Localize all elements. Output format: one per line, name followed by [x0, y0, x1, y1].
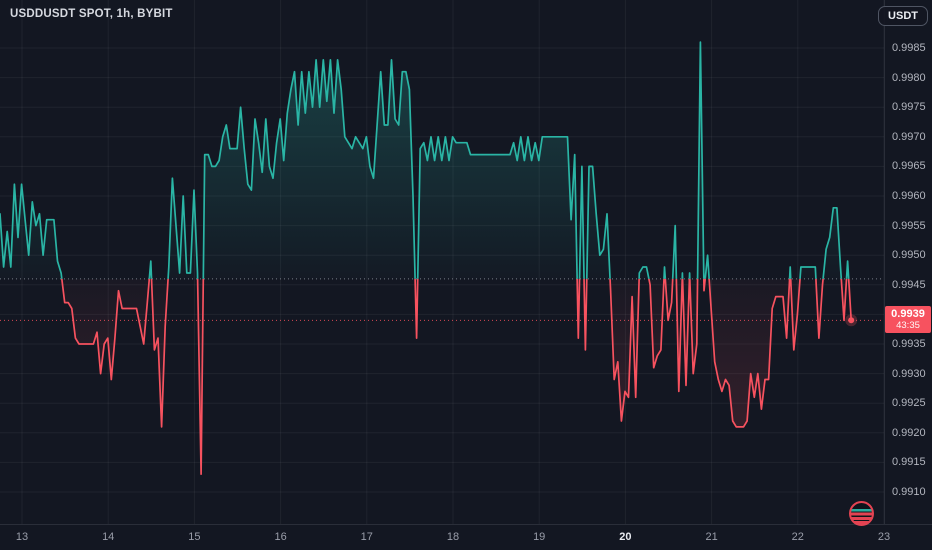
- series-line-down: [60, 278, 853, 476]
- time-axis-label: 16: [274, 531, 287, 543]
- last-price-badge: 0.9939 43:35: [885, 306, 931, 334]
- time-axis-label: 15: [188, 531, 201, 543]
- price-axis-label: 0.9935: [892, 338, 926, 350]
- area-fill-below-baseline: [0, 278, 852, 475]
- price-axis-label: 0.9910: [892, 486, 926, 498]
- area-fill-above-baseline: [0, 42, 849, 279]
- time-axis-label: 22: [791, 531, 804, 543]
- time-axis-label: 20: [619, 531, 632, 543]
- price-axis-label: 0.9985: [892, 42, 926, 54]
- last-point-marker: [848, 317, 855, 324]
- price-axis-label: 0.9945: [892, 278, 926, 291]
- price-axis-label: 0.9920: [892, 426, 926, 439]
- price-axis-label: 0.9960: [892, 190, 926, 202]
- price-axis-label: 0.9930: [892, 367, 926, 380]
- time-axis-label: 17: [360, 531, 373, 543]
- last-price-value: 0.9939: [891, 308, 925, 321]
- price-axis-label: 0.9970: [892, 130, 926, 143]
- time-axis-label: 21: [705, 531, 718, 543]
- time-axis-label: 19: [533, 531, 546, 543]
- price-axis-label: 0.9975: [892, 101, 926, 114]
- price-axis[interactable]: 0.9985 0.9980 0.9975 0.9970 0.9965 0.9960 0.99…: [884, 0, 932, 524]
- price-axis-label: 0.9950: [892, 249, 926, 262]
- price-axis-label: 0.9965: [892, 160, 926, 173]
- series-line-up: [0, 41, 850, 279]
- time-axis-label: 18: [446, 531, 460, 543]
- time-axis-label: 14: [102, 531, 115, 543]
- price-axis-label: 0.9980: [892, 71, 926, 84]
- gridlines: [0, 0, 885, 524]
- currency-toggle-button[interactable]: USDT: [878, 6, 928, 26]
- price-axis-label: 0.9955: [892, 219, 926, 232]
- price-axis-label: 0.9925: [892, 397, 926, 410]
- price-axis-label: 0.9915: [892, 456, 926, 469]
- symbol-title[interactable]: USDDUSDT SPOT, 1h, BYBIT: [10, 8, 173, 20]
- time-axis[interactable]: 13 14 15 16 17 18 19 20 21 22 23: [0, 524, 932, 550]
- bar-countdown: 43:35: [896, 320, 920, 332]
- time-axis-label: 23: [877, 531, 891, 543]
- time-axis-label: 13: [15, 531, 29, 543]
- symbol-logo-icon: [849, 501, 874, 526]
